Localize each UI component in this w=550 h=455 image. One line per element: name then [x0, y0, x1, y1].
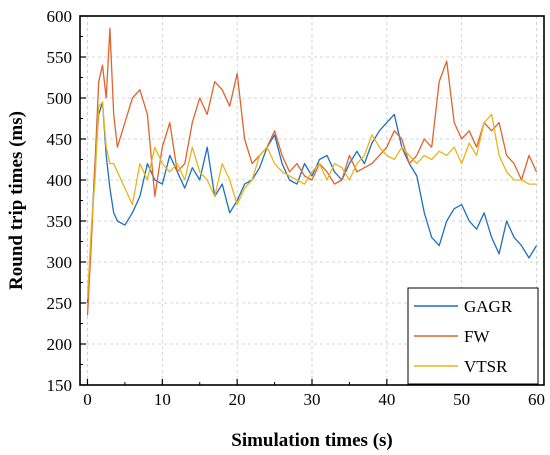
x-axis-title: Simulation times (s)	[231, 430, 393, 451]
series-line-gagr	[86, 101, 538, 304]
y-tick-label: 450	[47, 130, 73, 149]
legend-label-vtsr: VTSR	[464, 357, 508, 376]
y-tick-label: 300	[47, 253, 73, 272]
series-line-fw	[86, 27, 538, 316]
x-tick-label: 50	[453, 390, 470, 409]
y-tick-label: 550	[47, 48, 73, 67]
x-tick-label: 30	[304, 390, 321, 409]
y-axis-title: Round trip times (ms)	[6, 111, 27, 290]
y-tick-label: 250	[47, 294, 73, 313]
x-tick-label: 60	[528, 390, 545, 409]
y-tick-label: 350	[47, 212, 73, 231]
legend: GAGR FW VTSR	[407, 287, 539, 385]
legend-label-gagr: GAGR	[464, 297, 513, 316]
x-tick-label: 40	[378, 390, 395, 409]
series-line-vtsr	[86, 101, 537, 299]
y-tick-label: 500	[47, 89, 73, 108]
y-tick-label: 600	[47, 7, 73, 26]
tick-labels: 0 10 20 30 40 50 60 150 200 250 300 350 400 450 500 550…	[47, 7, 546, 409]
y-tick-label: 200	[47, 335, 73, 354]
x-tick-label: 20	[229, 390, 246, 409]
y-tick-label: 400	[47, 171, 73, 190]
legend-label-fw: FW	[464, 327, 490, 346]
x-tick-label: 0	[83, 390, 92, 409]
y-tick-label: 150	[47, 376, 73, 395]
series-layer	[86, 27, 538, 316]
x-tick-label: 10	[154, 390, 171, 409]
